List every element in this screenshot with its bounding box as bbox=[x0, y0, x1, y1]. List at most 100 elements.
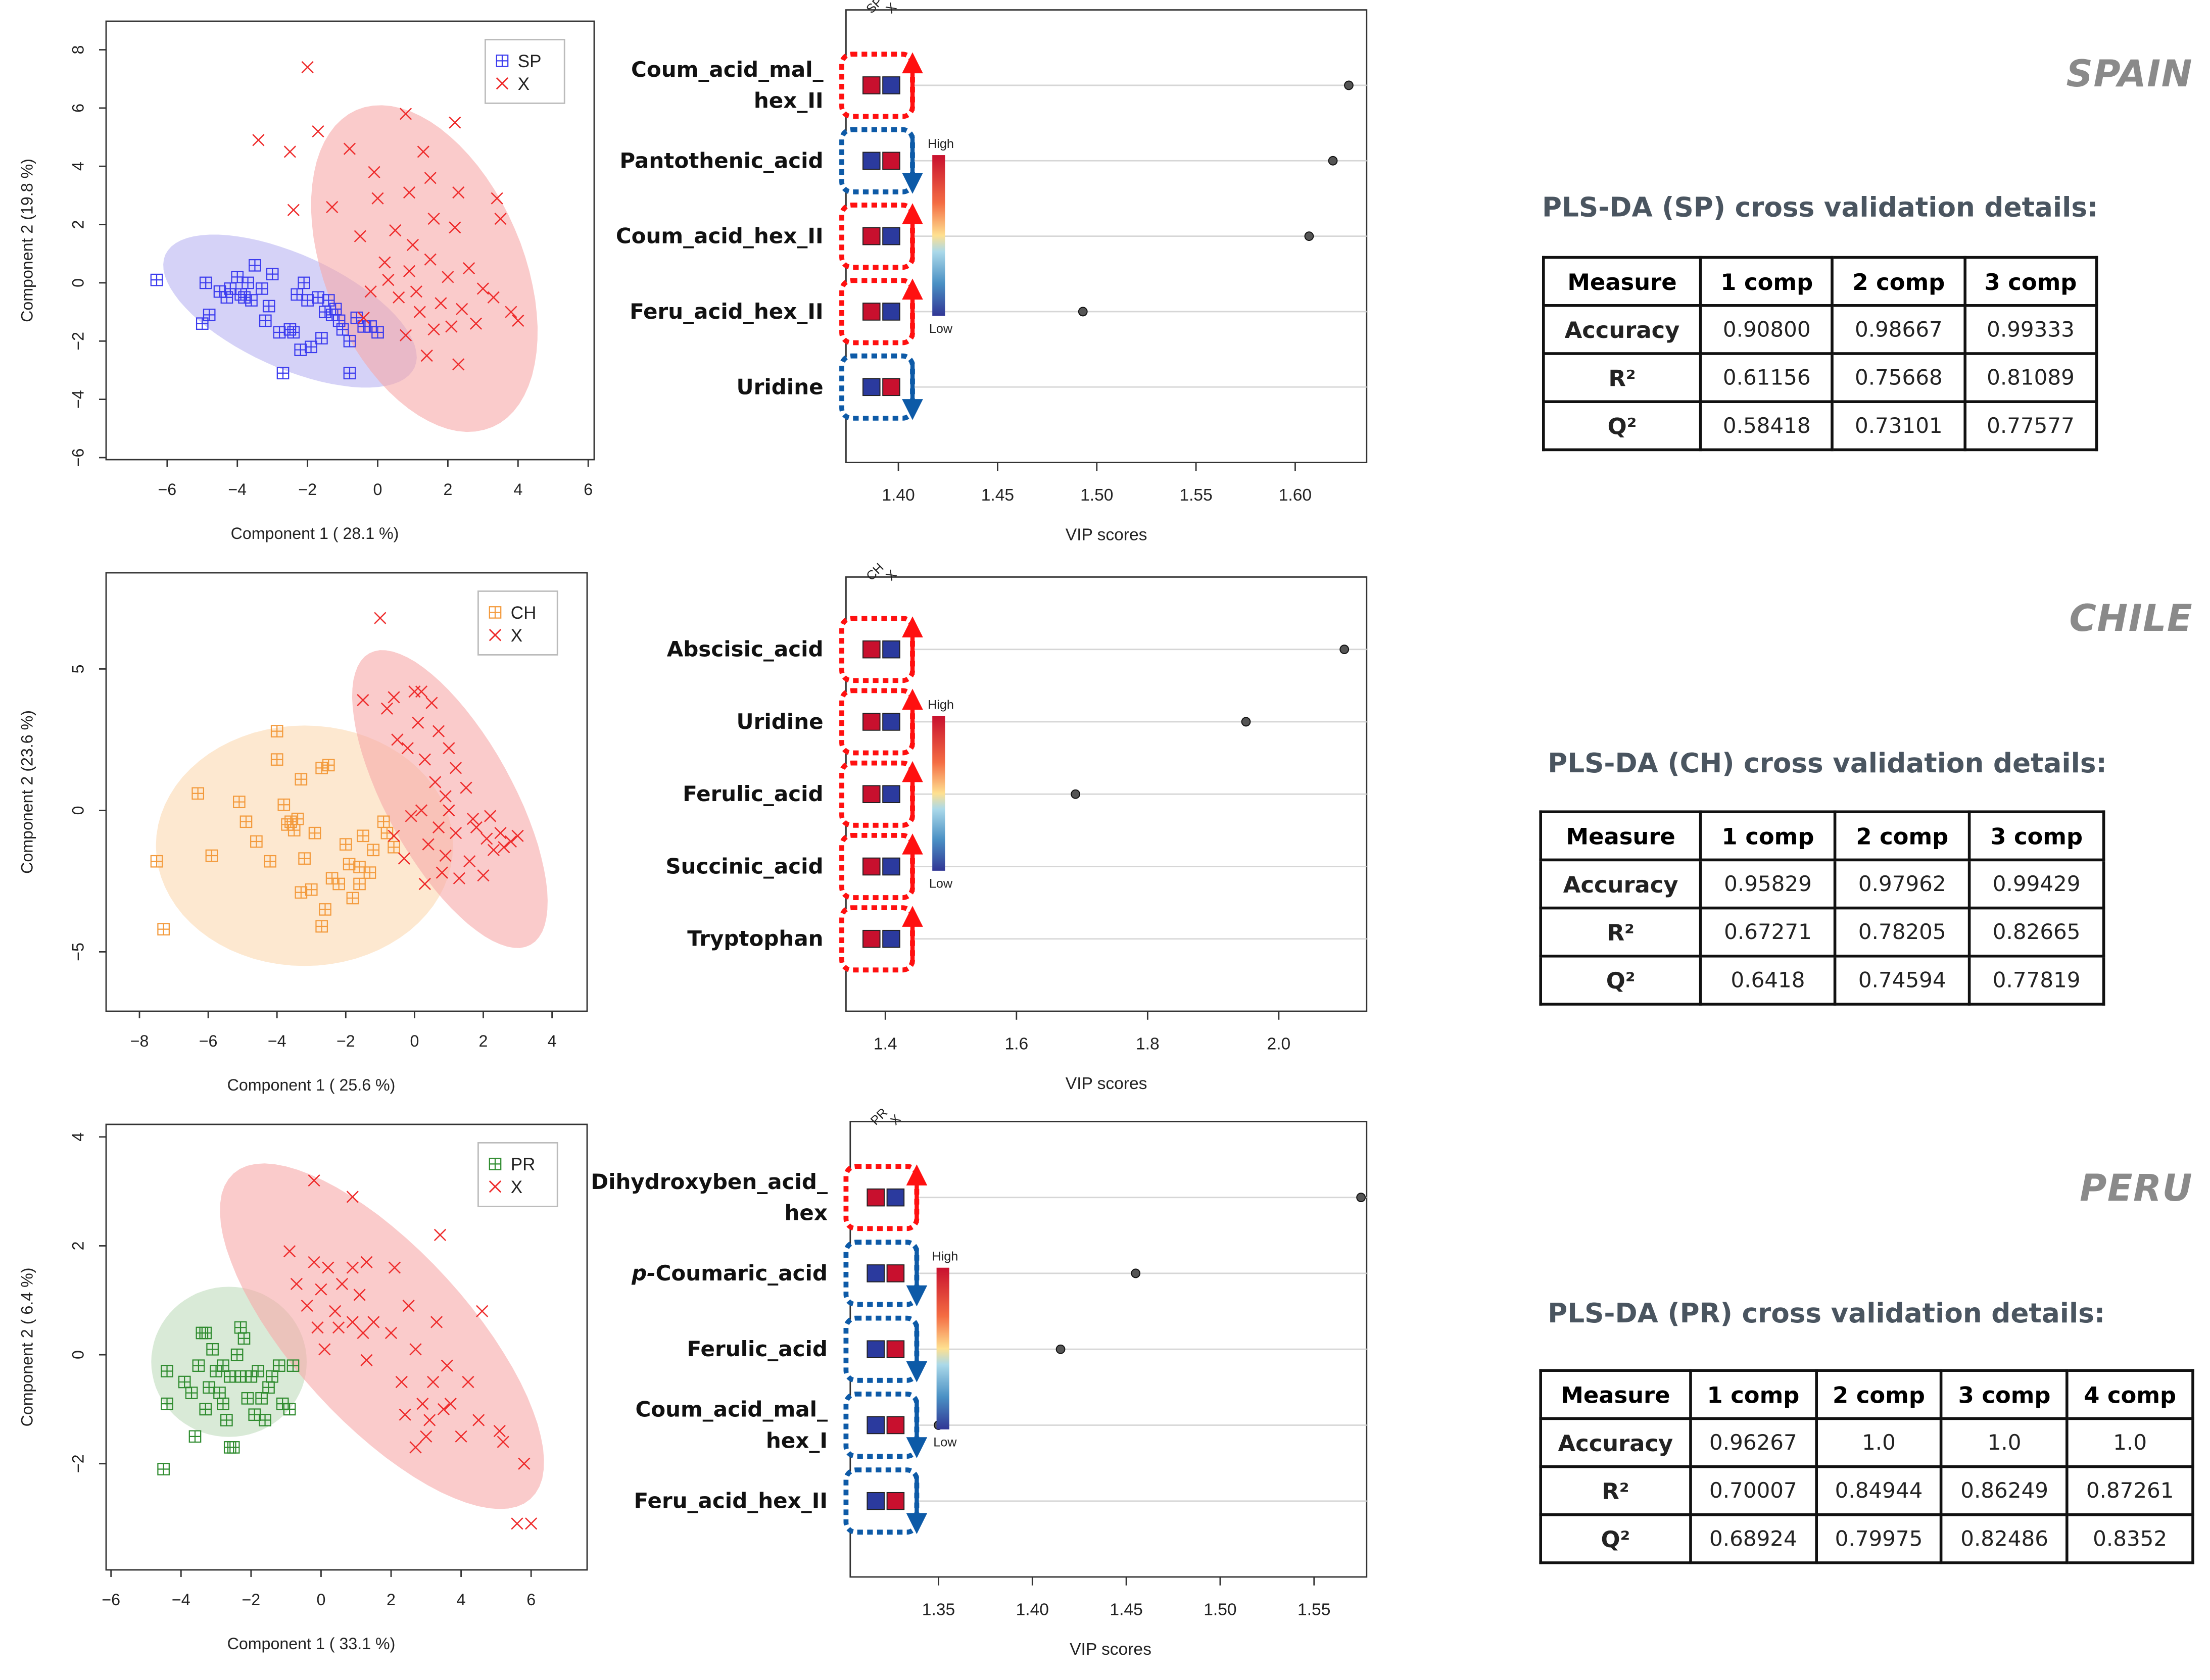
column-header: 3 comp bbox=[1940, 1369, 2069, 1420]
point-ch bbox=[239, 815, 253, 828]
x-tick-label: 2 bbox=[387, 1591, 396, 1609]
point-pr bbox=[199, 1326, 212, 1340]
table-cell: 0.84944 bbox=[1814, 1465, 1943, 1516]
point-x bbox=[481, 832, 493, 845]
table-cell: 0.95829 bbox=[1699, 858, 1837, 910]
point-sp bbox=[364, 320, 377, 333]
colorbar-high-label: High bbox=[932, 1250, 958, 1264]
table-cell: 0.74594 bbox=[1834, 954, 1971, 1006]
point-ch bbox=[250, 835, 263, 848]
table-row: Q² 0.58418 0.73101 0.77577 bbox=[1542, 400, 2098, 452]
point-x bbox=[318, 1343, 331, 1356]
point-x bbox=[308, 1174, 320, 1187]
row-measure: Accuracy bbox=[1539, 858, 1702, 910]
point-sp bbox=[336, 323, 349, 336]
point-sp bbox=[343, 367, 356, 380]
point-x bbox=[382, 274, 395, 286]
marker-plus bbox=[309, 827, 321, 839]
marker-plus bbox=[316, 332, 327, 344]
marker-plus bbox=[217, 1360, 229, 1371]
group-square-x bbox=[882, 76, 900, 94]
point-x bbox=[335, 1277, 349, 1291]
table-cell: 0.70007 bbox=[1689, 1465, 1817, 1516]
point-x bbox=[484, 810, 497, 822]
x-axis-label: Component 1 ( 25.6 %) bbox=[227, 1076, 396, 1094]
point-x bbox=[498, 841, 510, 854]
point-sp bbox=[266, 268, 279, 280]
marker-plus bbox=[319, 904, 331, 915]
point-x bbox=[476, 1305, 489, 1317]
marker-plus bbox=[161, 1398, 173, 1410]
marker-plus bbox=[214, 1387, 225, 1399]
legend: PR X bbox=[477, 1142, 558, 1207]
marker-plus bbox=[323, 294, 334, 306]
point-sp bbox=[315, 332, 328, 344]
marker-plus bbox=[246, 294, 257, 306]
table-cell: 0.75668 bbox=[1831, 352, 1966, 404]
x-tick-label: 2 bbox=[443, 480, 452, 499]
legend-marker-x-icon bbox=[496, 77, 509, 90]
table-cell: 1.0 bbox=[1940, 1417, 2069, 1468]
decrease-indicator bbox=[843, 1391, 928, 1459]
marker-plus bbox=[203, 309, 215, 321]
confidence-ellipse-x bbox=[220, 1163, 544, 1509]
colorbar bbox=[932, 155, 945, 316]
x-tick-label: 4 bbox=[457, 1591, 466, 1609]
point-x bbox=[360, 1256, 373, 1268]
x-tick-label: 1.35 bbox=[922, 1601, 955, 1619]
table-header-row: Measure 1 comp 2 comp 3 comp 4 comp bbox=[1539, 1369, 2194, 1420]
point-x bbox=[357, 694, 369, 707]
legend-marker-x-icon bbox=[489, 1180, 502, 1193]
feature-label: Succinic_acid bbox=[665, 854, 823, 878]
group-square-sp bbox=[862, 76, 881, 94]
marker-plus bbox=[283, 1403, 296, 1415]
group-square-pr bbox=[867, 1340, 885, 1358]
marker-plus bbox=[240, 816, 252, 827]
point-x bbox=[346, 1191, 359, 1203]
point-x bbox=[409, 1441, 422, 1454]
arrow-up-icon bbox=[906, 1164, 928, 1223]
point-x bbox=[434, 1228, 447, 1241]
x-tick-label: −4 bbox=[228, 480, 247, 499]
legend-label: PR bbox=[511, 1155, 536, 1174]
plot-area bbox=[150, 61, 538, 432]
point-pr bbox=[286, 1359, 300, 1372]
point-x bbox=[417, 145, 429, 158]
marker-plus bbox=[158, 923, 169, 935]
point-pr bbox=[185, 1387, 198, 1399]
group-square-sp bbox=[862, 303, 881, 321]
point-ch bbox=[150, 855, 163, 868]
point-x bbox=[326, 201, 339, 214]
decrease-indicator bbox=[843, 1315, 928, 1383]
point-pr bbox=[217, 1359, 229, 1372]
x-tick-label: 1.45 bbox=[1110, 1601, 1142, 1619]
table-cell: 1.0 bbox=[2065, 1417, 2194, 1468]
group-square-pr bbox=[867, 1416, 885, 1435]
point-sp bbox=[294, 343, 307, 356]
column-header: Measure bbox=[1539, 1369, 1692, 1420]
legend-box bbox=[477, 590, 558, 656]
table-row: Accuracy 0.96267 1.0 1.0 1.0 bbox=[1539, 1417, 2194, 1468]
marker-plus bbox=[278, 799, 290, 811]
x-axis-label: VIP scores bbox=[1066, 526, 1147, 545]
cv-table-pr: Measure 1 comp 2 comp 3 comp 4 comp Accuracy 0… bbox=[1539, 1369, 2194, 1564]
feature-label: Tryptophan bbox=[687, 926, 823, 951]
table-cell: 0.99333 bbox=[1963, 304, 2098, 355]
group-square-x bbox=[882, 713, 900, 731]
point-x bbox=[405, 810, 417, 822]
y-axis-label: Component 2 (19.8 %) bbox=[18, 159, 36, 322]
marker-plus bbox=[298, 277, 310, 289]
x-axis-label: VIP scores bbox=[1070, 1640, 1151, 1659]
arrow-up-icon bbox=[902, 688, 923, 748]
marker-plus bbox=[266, 1371, 278, 1382]
x-tick-label: 2.0 bbox=[1267, 1035, 1291, 1054]
point-ch bbox=[357, 829, 369, 843]
x-tick-label: 4 bbox=[548, 1032, 557, 1050]
x-tick-label: −6 bbox=[199, 1032, 218, 1050]
point-sp bbox=[305, 340, 317, 354]
feature-label: Feru_acid_hex_II bbox=[630, 299, 824, 324]
x-axis-label: VIP scores bbox=[1066, 1074, 1147, 1093]
group-square-pr bbox=[867, 1492, 885, 1510]
point-ch bbox=[233, 796, 246, 808]
marker-plus bbox=[206, 850, 218, 862]
